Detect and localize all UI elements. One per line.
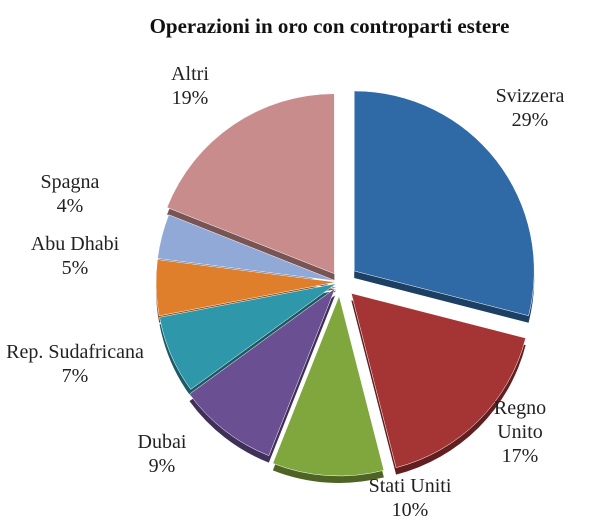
category-name: Altri [171,63,209,85]
category-name: Stati Uniti [368,475,452,497]
slice-label: Stati Uniti 10% [335,474,485,522]
slice [157,214,337,282]
category-name: Dubai [137,431,187,453]
percent-label: 4% [56,195,84,217]
percent-label: 29% [511,109,549,131]
slice-label: Rep. Sudafricana 7% [0,340,150,388]
category-name: Rep. Sudafricana [6,341,144,363]
slice [353,90,535,317]
category-name: Abu Dhabi [30,233,120,255]
category-name: Spagna [40,171,100,193]
percent-label: 7% [61,365,89,387]
slice [350,292,526,468]
category-name: Svizzera [495,85,565,107]
category-name: Regno Unito [493,397,547,443]
slice-label: Regno Unito 17% [482,396,558,468]
percent-label: 5% [61,257,89,279]
slice [189,287,336,457]
percent-label: 10% [391,499,429,521]
slice-label: Abu Dhabi 5% [30,232,120,280]
slice [166,93,335,275]
slice-label: Svizzera 29% [470,84,590,132]
slice [155,259,337,317]
slice-label: Altri 19% [145,62,235,110]
chart-title: Operazioni in oro con controparti estere [149,14,510,38]
percent-label: 17% [501,445,539,467]
percent-label: 19% [171,87,209,109]
percent-label: 9% [148,455,176,477]
slice-label: Spagna 4% [20,170,120,218]
slice [272,295,385,477]
slice [159,283,337,390]
slice-label: Dubai 9% [122,430,202,478]
